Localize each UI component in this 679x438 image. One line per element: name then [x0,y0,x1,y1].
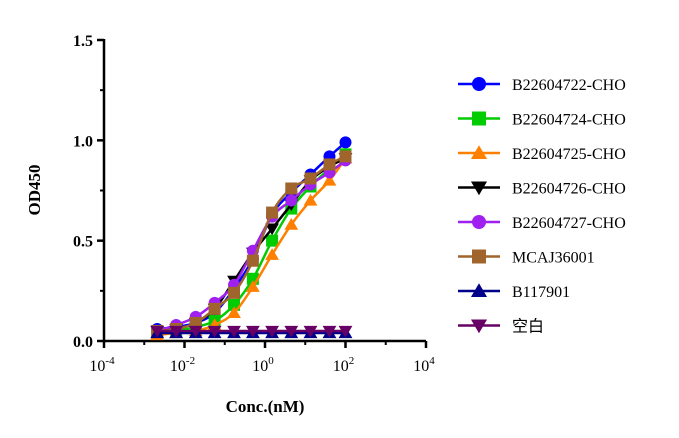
legend-item: B117901 [458,283,570,301]
data-point [188,325,203,338]
data-point [339,136,352,149]
legend-marker [470,181,488,196]
x-tick-label: 104 [413,355,435,375]
data-point [227,325,241,338]
legend-item: B22604725-CHO [458,145,626,163]
legend-item: MCAJ36001 [458,249,595,267]
x-tick-label: 102 [333,355,355,375]
data-point [208,302,221,315]
data-point [227,306,241,319]
legend-marker [470,145,488,159]
legend: B22604722-CHO B22604724-CHO B22604725-CHO B… [458,77,626,336]
legend-marker [472,77,486,91]
y-tick-label: 0.5 [73,234,93,251]
legend-label: 空白 [512,318,544,336]
plot-area [150,136,353,341]
data-point [303,325,318,338]
data-point [323,158,336,171]
data-point [150,325,165,338]
x-axis-label: Conc.(nM) [226,397,305,416]
data-point [266,234,279,247]
legend-item: 空白 [458,318,544,336]
series-line [157,157,347,333]
legend-label: B22604725-CHO [512,146,626,163]
data-point [265,248,279,260]
data-point [304,172,317,185]
data-point [245,280,260,292]
legend-marker [472,249,486,264]
data-point [285,194,298,207]
y-tick-label: 1.5 [73,33,93,50]
data-point [284,325,299,338]
legend-label: B22604724-CHO [512,112,626,129]
data-point [265,223,279,236]
data-point [228,286,241,299]
legend-item: B22604724-CHO [458,111,626,129]
series-5 [151,154,352,337]
legend-item: B22604727-CHO [458,215,626,232]
data-point [303,193,318,206]
series-line [157,141,347,331]
legend-label: B22604726-CHO [512,181,626,198]
series-1 [151,136,352,335]
legend-label: B22604722-CHO [512,77,626,94]
data-point [265,325,279,338]
legend-label: B22604727-CHO [512,215,626,232]
legend-marker [470,319,488,334]
legend-item: B22604722-CHO [458,77,626,94]
y-tick-label: 1.0 [73,133,93,150]
data-point [169,325,184,338]
x-tick-label: 100 [252,355,274,375]
data-point [285,182,298,195]
x-tick-label: 10-4 [89,355,115,375]
data-point [322,325,337,338]
series-line [157,155,347,333]
y-tick-label: 0.0 [73,334,93,351]
axes: 0.0 0.5 1.0 1.5 10-4 10-2 100 102 104 [73,33,435,375]
data-point [284,218,299,230]
data-point [338,325,353,338]
data-point [207,325,222,338]
legend-label: MCAJ36001 [512,250,595,267]
legend-marker [470,283,488,297]
data-point [339,150,352,163]
x-tick-label: 10-2 [170,355,195,375]
data-point [246,254,259,267]
data-point [322,173,337,186]
legend-item: B22604726-CHO [458,181,626,198]
legend-marker [472,111,486,126]
y-axis-label: OD450 [25,165,44,216]
data-point [245,325,260,338]
legend-label: B117901 [512,284,570,301]
legend-marker [472,215,486,229]
data-point [266,206,279,219]
series-8 [150,325,353,338]
